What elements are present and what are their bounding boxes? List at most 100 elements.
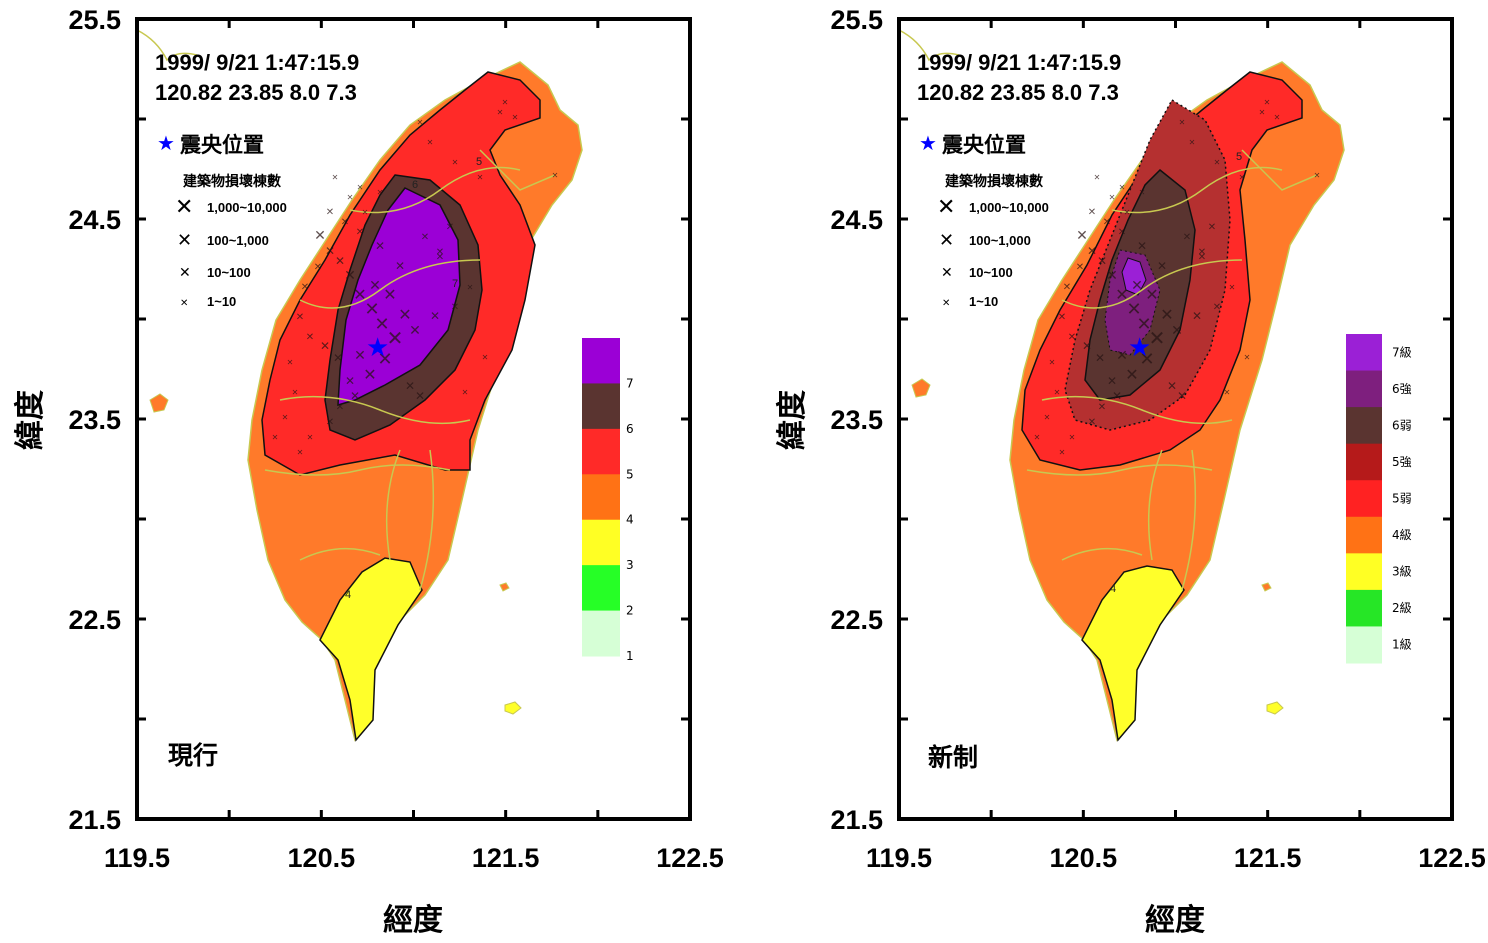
cross-medium-icon: ✕ <box>939 230 954 251</box>
scale-label: 6 <box>626 422 634 436</box>
scale-swatch <box>1346 589 1382 627</box>
county-boundaries <box>264 149 556 591</box>
damage-cross-icon: ✕ <box>430 309 440 323</box>
damage-cross-icon: ✕ <box>1244 353 1251 362</box>
damage-cross-icon: ✕ <box>1239 173 1246 182</box>
y-tick-label: 23.5 <box>830 405 883 435</box>
y-tick-label: 21.5 <box>68 805 121 835</box>
penghu-islets <box>911 378 931 398</box>
damage-cross-icon: ✕ <box>345 374 355 388</box>
damage-cross-icon: ✕ <box>292 388 299 397</box>
damage-cross-icon: ✕ <box>374 314 389 335</box>
damage-cross-icon: ✕ <box>482 353 489 362</box>
y-tick-label: 25.5 <box>830 5 883 35</box>
damage-cross-icon: ✕ <box>1137 239 1147 253</box>
damage-class-3: 10~100 <box>207 265 251 280</box>
damage-cross-icon: ✕ <box>1118 227 1126 238</box>
damage-cross-icon: ✕ <box>282 413 289 422</box>
scale-label: 5強 <box>1392 455 1412 469</box>
scale-swatch <box>582 338 620 384</box>
damage-cross-icon: ✕ <box>364 299 379 320</box>
damage-cross-icon: ✕ <box>398 305 411 324</box>
damage-cross-icon: ✕ <box>497 108 504 117</box>
damage-cross-icon: ✕ <box>1124 208 1131 217</box>
scale-swatch <box>1346 334 1382 372</box>
scale-swatch <box>1346 553 1382 591</box>
damage-cross-icon: ✕ <box>1069 433 1076 442</box>
intensity-map-new: ✕✕✕✕✕✕✕✕✕✕✕✕ ✕✕✕✕✕✕✕✕✕✕✕✕✕✕✕✕✕✕✕✕✕✕ ✕✕✕✕✕✕… <box>897 17 1454 821</box>
damage-cross-icon: ✕ <box>297 448 304 457</box>
scale-label: 2 <box>626 604 634 618</box>
damage-cross-icon: ✕ <box>1087 244 1097 258</box>
damage-cross-icon: ✕ <box>1224 388 1231 397</box>
damage-cross-icon: ✕ <box>1274 113 1281 122</box>
damage-cross-icon: ✕ <box>1167 379 1177 393</box>
damage-cross-icon: ✕ <box>1088 417 1096 428</box>
intensity-map-current: ✕✕✕✕✕✕✕✕✕✕✕✕ ✕✕✕✕✕✕✕✕✕✕✕✕✕✕✕✕✕✕✕✕✕✕ ✕✕✕✕✕✕… <box>135 17 692 821</box>
y-axis-title: 緯度 <box>775 390 810 450</box>
epicenter-star-icon: ★ <box>366 333 389 363</box>
damage-legend: ✕ 1,000~10,000 ✕ 100~1,000 ✕ 10~100 ✕ 1~… <box>175 195 287 309</box>
damage-cross-icon: ✕ <box>1076 228 1088 244</box>
green-island <box>499 582 510 592</box>
panel-label: 新制 <box>928 743 978 772</box>
damage-cross-icon: ✕ <box>1049 358 1056 367</box>
damage-cross-icon: ✕ <box>1157 259 1167 273</box>
scale-label: 2級 <box>1392 601 1412 615</box>
x-tick-label: 119.5 <box>866 843 932 873</box>
x-tick-label: 121.5 <box>472 843 540 873</box>
epicenter-legend-star-icon: ★ <box>157 131 175 155</box>
damage-cross-icon: ✕ <box>1131 278 1143 294</box>
cross-small-icon: ✕ <box>179 265 191 281</box>
epicenter-legend-star-icon: ★ <box>919 131 937 155</box>
damage-cross-icon: ✕ <box>1076 262 1084 273</box>
county-boundaries <box>1026 149 1318 591</box>
zone-3 <box>319 557 423 742</box>
scale-swatch <box>1346 407 1382 445</box>
cross-tiny-icon: ✕ <box>180 298 188 309</box>
scale-label: 6強 <box>1392 382 1412 396</box>
damage-cross-icon: ✕ <box>369 278 381 294</box>
damage-class-4: 1~10 <box>969 294 998 309</box>
damage-cross-icon: ✕ <box>477 173 484 182</box>
damage-cross-icon: ✕ <box>1097 254 1107 268</box>
epicenter-star-icon: ★ <box>1128 333 1151 363</box>
damage-cross-icon: ✕ <box>1314 171 1321 180</box>
epicenter-legend-label: 震央位置 <box>942 133 1026 157</box>
contour-label-5: 5 <box>1236 151 1242 163</box>
damage-cross-icon: ✕ <box>326 207 334 218</box>
damage-cross-icon: ✕ <box>1125 365 1138 384</box>
damage-legend-title: 建築物損壞棟數 <box>945 173 1043 190</box>
zone-7 <box>1121 257 1147 296</box>
map-area: ✕✕✕✕✕✕✕✕✕✕✕✕ ✕✕✕✕✕✕✕✕✕✕✕✕✕✕✕✕✕✕✕✕✕✕ ✕✕✕✕✕✕… <box>899 29 1345 742</box>
y-tick-label: 22.5 <box>830 605 883 635</box>
damage-cross-icon: ✕ <box>1179 118 1186 127</box>
damage-cross-icon: ✕ <box>1198 247 1206 258</box>
damage-cross-icon: ✕ <box>1126 299 1141 320</box>
map-area: ✕✕✕✕✕✕✕✕✕✕✕✕ ✕✕✕✕✕✕✕✕✕✕✕✕✕✕✕✕✕✕✕✕✕✕ ✕✕✕✕✕✕… <box>137 29 583 742</box>
damage-cross-icon: ✕ <box>451 302 459 313</box>
cross-tiny-icon: ✕ <box>942 298 950 309</box>
damage-legend-title: 建築物損壞棟數 <box>183 173 281 190</box>
scale-label: 3級 <box>1392 565 1412 579</box>
damage-markers: ✕✕✕✕✕✕✕✕✕✕✕✕ ✕✕✕✕✕✕✕✕✕✕✕✕✕✕✕✕✕✕✕✕✕✕ ✕✕✕✕✕✕… <box>1034 98 1321 457</box>
damage-cross-icon: ✕ <box>1145 285 1158 304</box>
event-params: 120.82 23.85 8.0 7.3 <box>917 80 1119 105</box>
intensity-scale: 7級 6強 6弱 5強 5弱 4級 3級 2級 1級 <box>1346 334 1412 664</box>
damage-cross-icon: ✕ <box>1034 433 1041 442</box>
scale-swatch <box>1346 516 1382 554</box>
y-tick-label: 25.5 <box>68 5 121 35</box>
damage-cross-icon: ✕ <box>436 252 444 263</box>
damage-cross-icon: ✕ <box>1115 285 1128 304</box>
damage-cross-icon: ✕ <box>1139 188 1146 197</box>
damage-cross-icon: ✕ <box>341 217 349 228</box>
damage-cross-icon: ✕ <box>436 247 444 258</box>
green-island <box>1261 582 1272 592</box>
damage-cross-icon: ✕ <box>1088 207 1096 218</box>
damage-cross-icon: ✕ <box>1116 348 1128 364</box>
damage-cross-icon: ✕ <box>417 118 424 127</box>
scale-swatch <box>1346 443 1382 481</box>
scale-swatch <box>1346 480 1382 518</box>
scale-swatch <box>1346 370 1382 408</box>
panel-label: 現行 <box>168 741 218 770</box>
